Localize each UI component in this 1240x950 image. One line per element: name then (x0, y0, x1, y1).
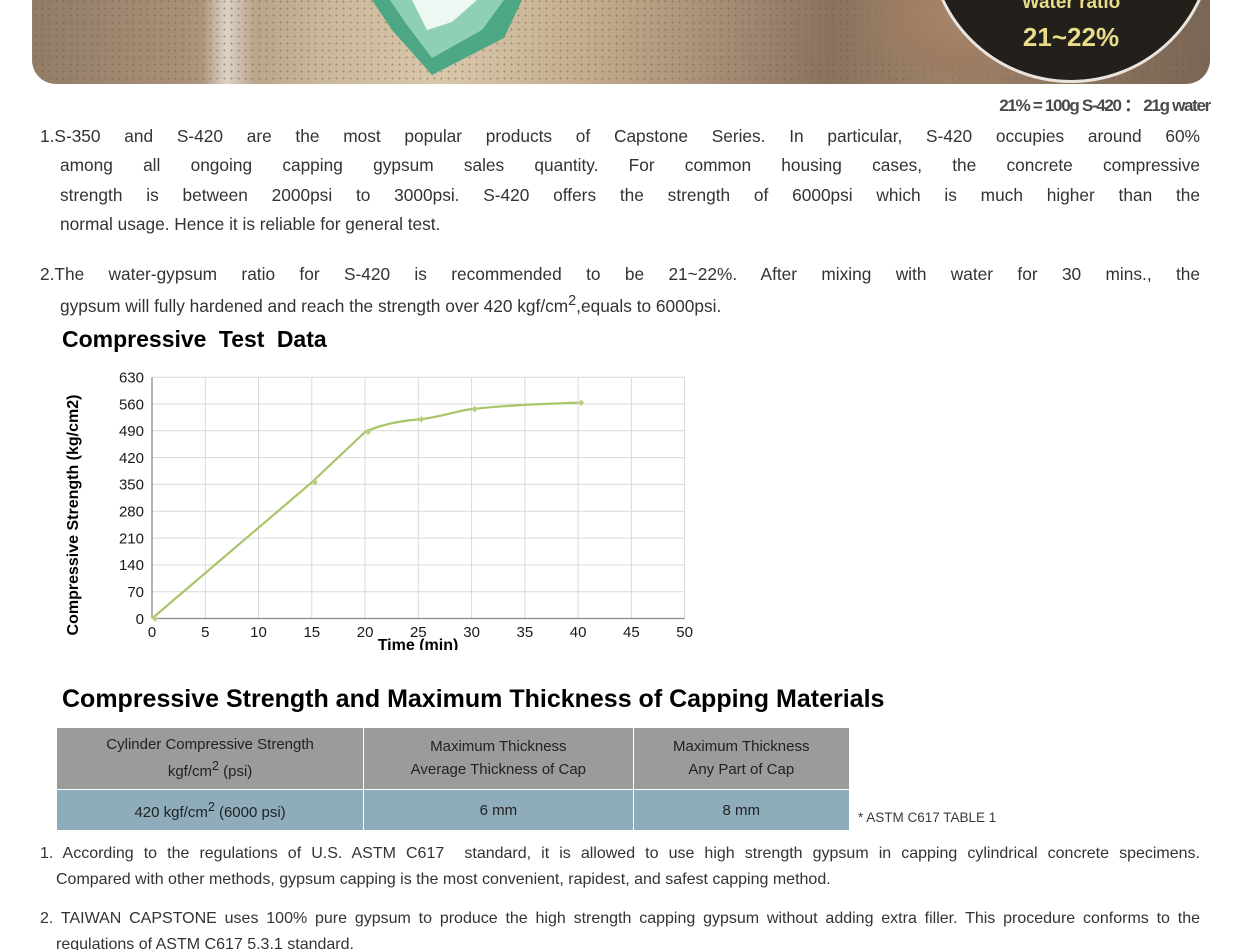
svg-text:Compressive Strength (kg/cm2): Compressive Strength (kg/cm2) (65, 395, 82, 636)
svg-text:Time (min): Time (min) (378, 637, 459, 650)
svg-text:35: 35 (517, 624, 534, 641)
svg-text:40: 40 (570, 624, 587, 641)
svg-text:50: 50 (676, 624, 693, 641)
svg-text:630: 630 (119, 370, 144, 387)
svg-text:20: 20 (357, 624, 374, 641)
svg-text:560: 560 (119, 396, 144, 413)
svg-text:210: 210 (119, 530, 144, 547)
svg-text:15: 15 (303, 624, 320, 641)
svg-text:45: 45 (623, 624, 640, 641)
svg-text:0: 0 (148, 624, 156, 641)
svg-text:140: 140 (119, 557, 144, 574)
svg-text:5: 5 (201, 624, 209, 641)
svg-text:0: 0 (136, 611, 144, 628)
svg-text:10: 10 (250, 624, 267, 641)
svg-text:490: 490 (119, 423, 144, 440)
svg-text:420: 420 (119, 450, 144, 467)
svg-text:70: 70 (127, 584, 144, 601)
svg-text:350: 350 (119, 477, 144, 494)
svg-text:30: 30 (463, 624, 480, 641)
svg-text:280: 280 (119, 504, 144, 521)
